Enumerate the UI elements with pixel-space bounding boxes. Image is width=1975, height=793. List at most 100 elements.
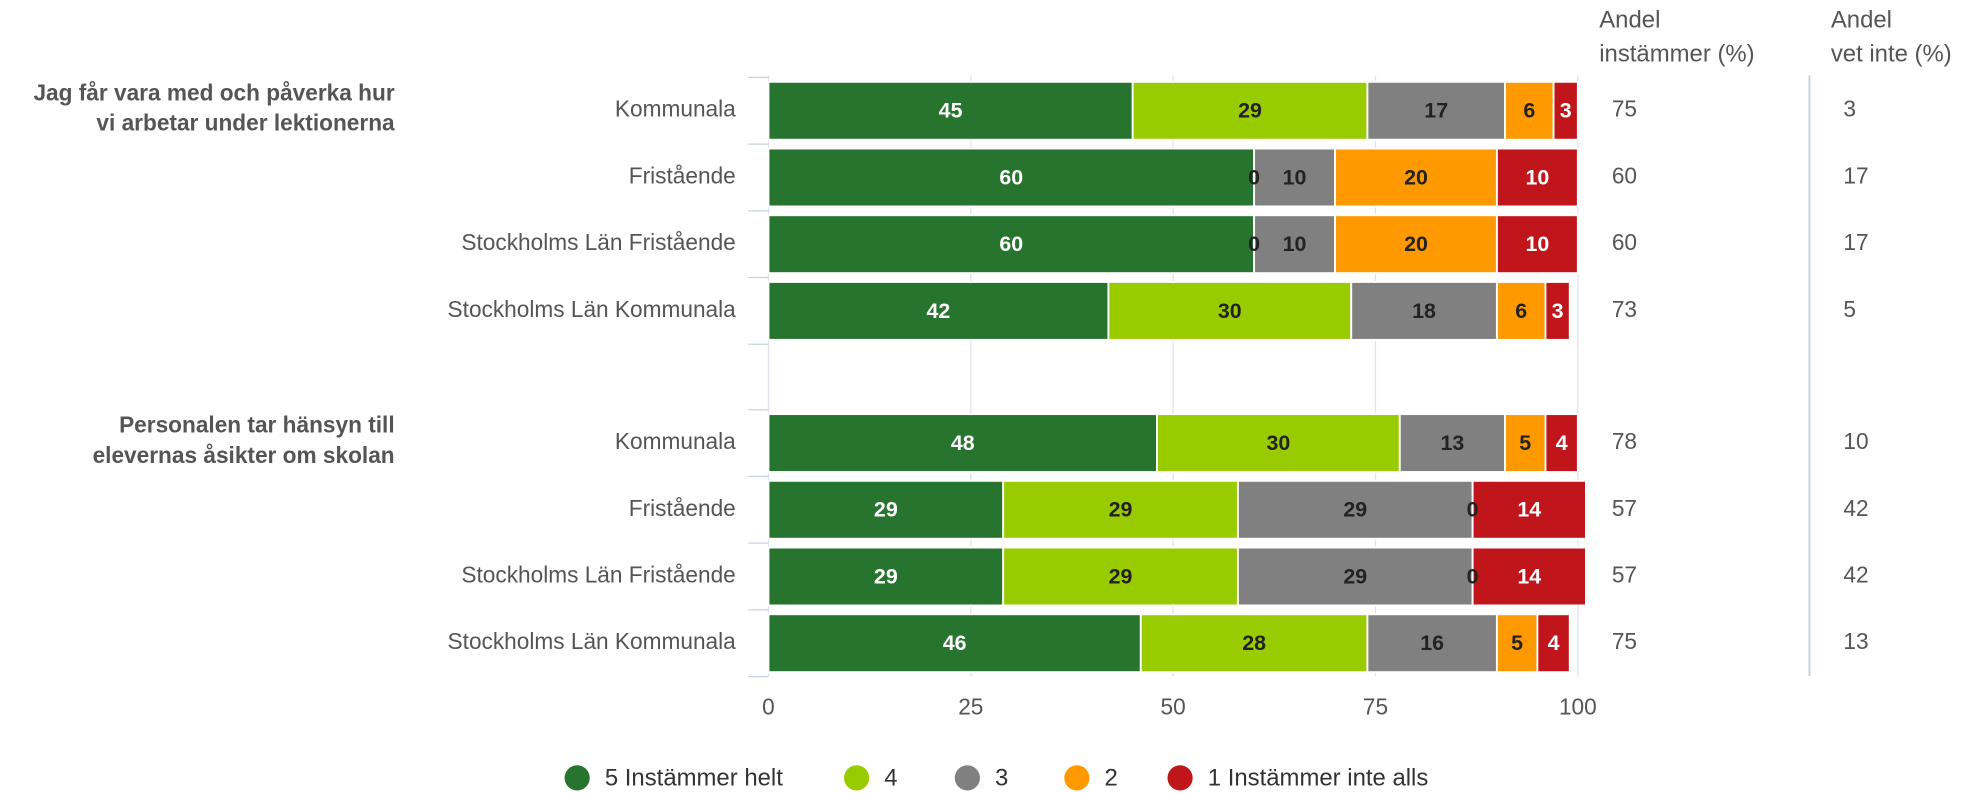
column-value: 5	[1843, 296, 1856, 322]
bar-segment	[1350, 281, 1498, 341]
data-label: 60	[999, 165, 1023, 189]
data-label: 3	[1552, 299, 1564, 323]
data-label: 28	[1242, 631, 1266, 655]
column-header: Andel	[1831, 7, 1892, 34]
column-value: 17	[1843, 229, 1868, 255]
bar-segment	[1236, 479, 1474, 540]
column-header: Andel	[1599, 7, 1660, 34]
bar-segment	[1495, 214, 1579, 275]
bar-segment	[767, 214, 1256, 275]
bar-segment	[1236, 546, 1474, 607]
data-label: 5	[1511, 631, 1523, 655]
data-label: 45	[939, 99, 963, 123]
legend-label: 4	[884, 764, 897, 791]
data-label: 30	[1266, 431, 1290, 455]
data-label: 6	[1515, 299, 1527, 323]
bar-segment	[1495, 147, 1579, 208]
y-tick-label: Stockholms Län Kommunala	[448, 628, 737, 654]
bar-segment	[1253, 214, 1336, 275]
data-label: 42	[927, 299, 951, 323]
data-label: 6	[1523, 99, 1535, 123]
legend-marker	[564, 765, 590, 791]
column-value: 57	[1612, 561, 1637, 587]
y-tick-label: Stockholms Län Fristående	[461, 229, 735, 255]
column-value: 42	[1843, 561, 1868, 587]
data-label: 4	[1548, 631, 1560, 655]
data-label: 0	[1467, 564, 1479, 588]
data-label: 29	[1109, 498, 1133, 522]
data-label: 29	[874, 498, 898, 522]
column-value: 10	[1843, 428, 1868, 454]
y-tick-label: Fristående	[629, 162, 736, 188]
data-label: 13	[1441, 431, 1465, 455]
legend-marker	[1064, 765, 1090, 791]
data-label: 20	[1404, 232, 1428, 256]
data-label: 10	[1525, 165, 1549, 189]
column-value: 60	[1612, 229, 1637, 255]
x-tick-label: 0	[762, 694, 775, 720]
column-value: 60	[1612, 162, 1637, 188]
bar-segment	[767, 80, 1134, 141]
bar-segment	[1544, 413, 1579, 473]
data-label: 0	[1248, 165, 1260, 189]
bar-segment	[767, 546, 1005, 607]
bar-segment	[1504, 413, 1547, 473]
data-label: 20	[1404, 165, 1428, 189]
column-header: vet inte (%)	[1831, 41, 1952, 68]
bar-segment	[1131, 80, 1369, 141]
x-tick-label: 75	[1363, 694, 1388, 720]
legend-label: 5 Instämmer helt	[605, 764, 783, 791]
data-label: 46	[943, 631, 967, 655]
data-label: 10	[1283, 232, 1307, 256]
column-value: 57	[1612, 495, 1637, 521]
bar-segment	[1471, 546, 1587, 607]
bar-segment	[767, 613, 1142, 674]
column-header: instämmer (%)	[1599, 41, 1754, 68]
group-label: Jag får vara med och påverka hur	[33, 79, 394, 105]
data-label: 10	[1283, 165, 1307, 189]
y-tick-label: Stockholms Län Fristående	[461, 561, 735, 587]
data-label: 30	[1218, 299, 1242, 323]
column-value: 75	[1612, 628, 1637, 654]
column-value: 3	[1843, 96, 1856, 122]
data-label: 0	[1248, 232, 1260, 256]
bar-segment	[1107, 281, 1353, 341]
x-tick-label: 25	[958, 694, 983, 720]
data-label: 29	[1343, 498, 1367, 522]
bar-segment	[1544, 281, 1571, 341]
data-label: 29	[1109, 564, 1133, 588]
y-tick-label: Stockholms Län Kommunala	[448, 296, 737, 322]
group-label: elevernas åsikter om skolan	[93, 442, 395, 468]
column-value: 78	[1612, 428, 1637, 454]
data-label: 5	[1519, 431, 1531, 455]
bar-segment	[767, 413, 1158, 473]
column-value: 13	[1843, 628, 1868, 654]
x-tick-label: 50	[1161, 694, 1186, 720]
bar-segment	[1253, 147, 1336, 208]
column-value: 42	[1843, 495, 1868, 521]
column-value: 17	[1843, 162, 1868, 188]
bar-segment	[1366, 80, 1506, 141]
group-label: Personalen tar hänsyn till	[119, 412, 395, 438]
data-label: 14	[1517, 498, 1541, 522]
data-label: 60	[999, 232, 1023, 256]
bar-segment	[1552, 80, 1579, 141]
legend-marker	[954, 765, 980, 791]
data-label: 29	[1343, 564, 1367, 588]
legend-label: 1 Instämmer inte alls	[1208, 764, 1429, 791]
data-label: 29	[874, 564, 898, 588]
y-tick-label: Kommunala	[615, 96, 736, 122]
data-label: 17	[1424, 99, 1448, 123]
legend-label: 3	[995, 764, 1008, 791]
y-tick-label: Fristående	[629, 495, 736, 521]
data-label: 4	[1556, 431, 1568, 455]
data-label: 14	[1517, 564, 1541, 588]
bar-segment	[1398, 413, 1506, 473]
data-label: 16	[1420, 631, 1444, 655]
data-label: 10	[1525, 232, 1549, 256]
legend-marker	[844, 765, 870, 791]
bar-segment	[1334, 147, 1498, 208]
x-tick-label: 100	[1559, 694, 1597, 720]
data-label: 0	[1467, 498, 1479, 522]
